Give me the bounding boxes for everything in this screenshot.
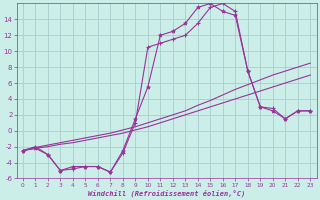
X-axis label: Windchill (Refroidissement éolien,°C): Windchill (Refroidissement éolien,°C) bbox=[88, 189, 245, 197]
